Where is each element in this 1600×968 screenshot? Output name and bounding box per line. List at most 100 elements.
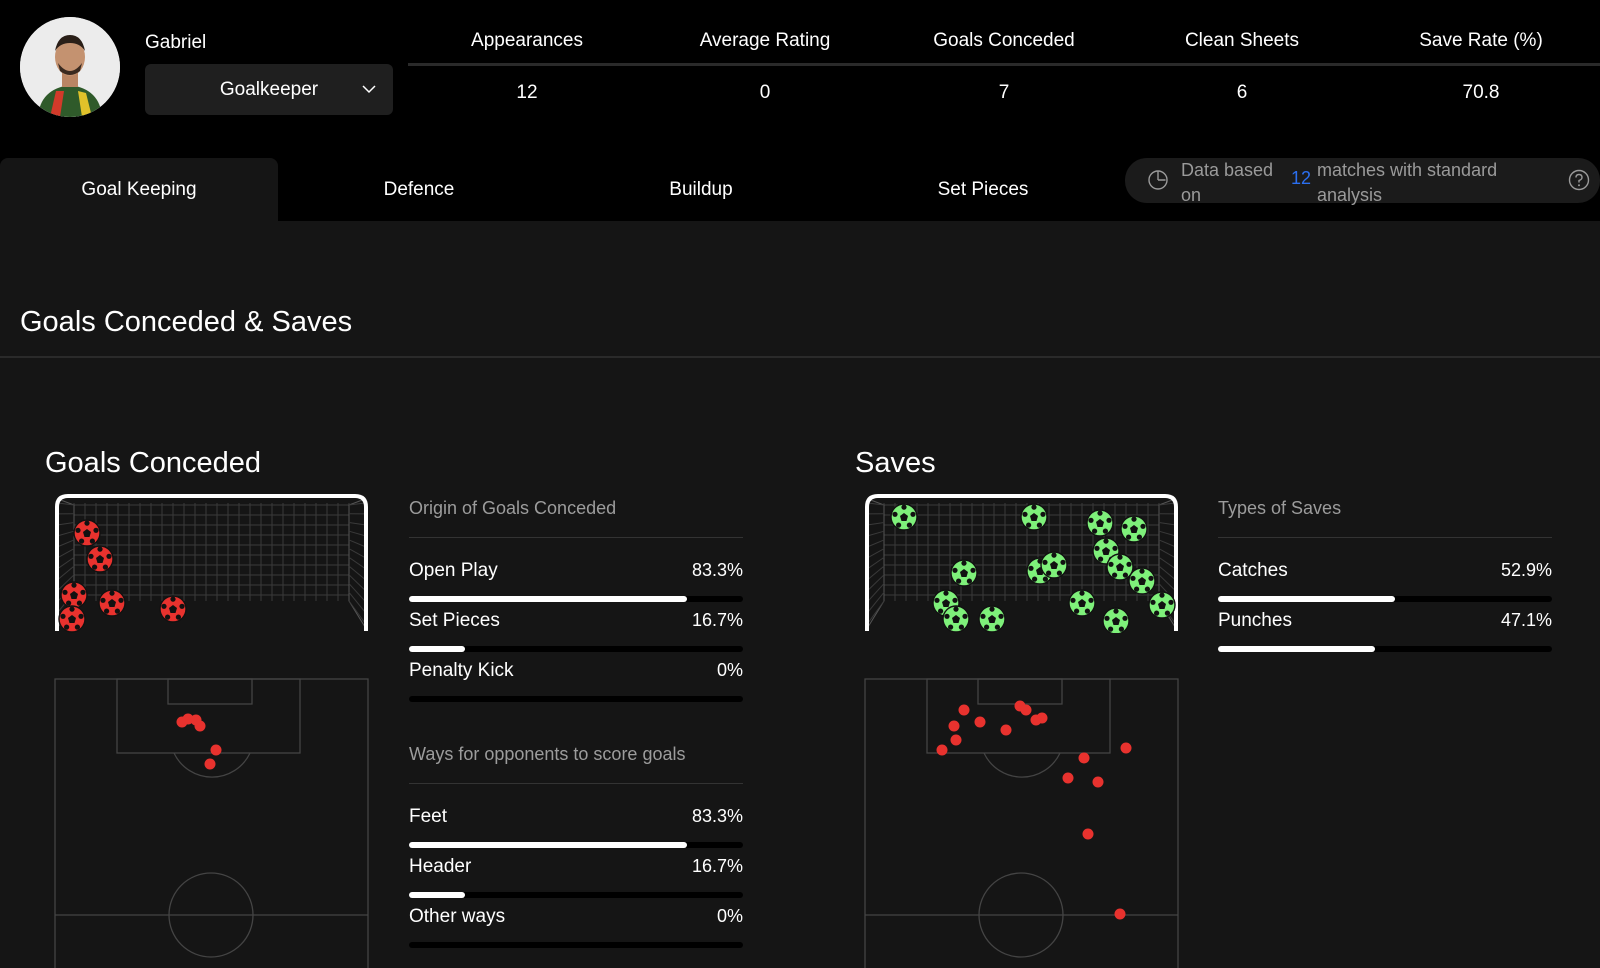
stat-save-rate: Save Rate (%) 70.8 xyxy=(1362,0,1600,130)
goal-net xyxy=(57,498,366,628)
tab-defence[interactable]: Defence xyxy=(278,158,560,221)
shot-dot xyxy=(958,704,970,716)
metric-row: Other ways 0% xyxy=(409,884,743,948)
saves-goal-map xyxy=(865,494,1178,633)
saves-shot-map xyxy=(864,678,1179,968)
saved-ball xyxy=(1128,567,1156,595)
info-text-before: Data based on xyxy=(1181,160,1274,205)
metric-value: 83.3% xyxy=(691,560,743,580)
saved-ball xyxy=(1040,551,1068,579)
six-yard-box xyxy=(167,678,253,705)
shot-dot xyxy=(1082,828,1094,840)
metric-track xyxy=(409,646,743,652)
goals-conceded-goal-map xyxy=(55,494,368,633)
stat-average-rating: Average Rating 0 xyxy=(646,0,884,130)
saved-ball xyxy=(1148,591,1176,619)
metric-value: 83.3% xyxy=(691,806,743,826)
shot-dot xyxy=(1000,724,1012,736)
saves-title: Saves xyxy=(855,447,936,479)
goal-frame xyxy=(865,494,1178,631)
player-header: Gabriel Goalkeeper Appearances 12 Averag… xyxy=(0,0,1600,155)
shot-dot xyxy=(1120,742,1132,754)
tab-label: Buildup xyxy=(669,178,733,200)
origin-heading: Origin of Goals Conceded xyxy=(409,491,743,538)
metric-value: 52.9% xyxy=(1500,560,1552,580)
metric-label: Feet xyxy=(409,806,448,827)
stat-label: Clean Sheets xyxy=(1184,30,1300,51)
shot-dot xyxy=(1030,714,1042,726)
metric-track xyxy=(1218,596,1552,602)
section-title: Goals Conceded & Saves xyxy=(20,306,353,338)
metric-value: 0% xyxy=(716,906,743,926)
tab-set-pieces[interactable]: Set Pieces xyxy=(842,158,1124,221)
metric-value: 47.1% xyxy=(1500,610,1552,630)
stat-value: 6 xyxy=(1236,82,1248,103)
goal-frame xyxy=(55,494,368,631)
metric-row: Penalty Kick 0% xyxy=(409,638,743,702)
shot-dot xyxy=(950,734,962,746)
metric-fill xyxy=(409,596,688,602)
metric-track xyxy=(409,596,743,602)
player-name: Gabriel xyxy=(145,32,207,53)
metric-value: 16.7% xyxy=(691,610,743,630)
info-matches-count: 12 xyxy=(1291,168,1312,188)
stat-value: 7 xyxy=(998,82,1010,103)
metric-label: Header xyxy=(409,856,472,877)
conceded-ball xyxy=(86,545,114,573)
metric-fill xyxy=(409,892,465,898)
conceded-ball xyxy=(73,519,101,547)
metric-label: Catches xyxy=(1218,560,1288,581)
clock-icon xyxy=(1148,170,1168,190)
metric-label: Set Pieces xyxy=(409,610,500,631)
metric-value: 16.7% xyxy=(691,856,743,876)
shot-dot xyxy=(1062,772,1074,784)
saved-ball xyxy=(1020,503,1048,531)
metric-fill xyxy=(1218,646,1376,652)
stat-value: 70.8 xyxy=(1462,82,1500,103)
tab-goal-keeping[interactable]: Goal Keeping xyxy=(0,158,278,221)
shot-dot xyxy=(1020,704,1032,716)
shot-dot xyxy=(194,720,206,732)
saved-ball xyxy=(942,605,970,633)
saved-ball xyxy=(978,605,1006,633)
player-avatar xyxy=(20,17,120,117)
tab-label: Defence xyxy=(383,178,455,200)
saved-ball xyxy=(1120,515,1148,543)
saved-ball xyxy=(1106,553,1134,581)
metric-row: Catches 52.9% xyxy=(1218,538,1552,602)
conceded-ball xyxy=(159,595,187,623)
penalty-arc xyxy=(983,752,1061,778)
origin-of-goals-block: Origin of Goals Conceded Open Play 83.3%… xyxy=(409,491,743,702)
conceded-ball xyxy=(58,605,86,633)
shot-dot xyxy=(204,758,216,770)
stat-goals-conceded: Goals Conceded 7 xyxy=(885,0,1123,130)
metric-label: Open Play xyxy=(409,560,498,581)
types-heading: Types of Saves xyxy=(1218,491,1552,538)
metric-label: Punches xyxy=(1218,610,1292,631)
stat-value: 0 xyxy=(759,82,771,103)
metric-track xyxy=(1218,646,1552,652)
metric-label: Other ways xyxy=(409,906,506,927)
shot-dot xyxy=(936,744,948,756)
tab-label: Goal Keeping xyxy=(81,178,197,200)
metric-row: Feet 83.3% xyxy=(409,784,743,848)
metric-row: Set Pieces 16.7% xyxy=(409,588,743,652)
types-of-saves-block: Types of Saves Catches 52.9% Punches 47.… xyxy=(1218,491,1552,652)
metric-track xyxy=(409,942,743,948)
position-dropdown[interactable]: Goalkeeper xyxy=(145,64,393,115)
chevron-down-icon xyxy=(362,85,376,94)
tab-buildup[interactable]: Buildup xyxy=(560,158,842,221)
shot-dot xyxy=(948,720,960,732)
penalty-box xyxy=(116,678,301,754)
help-icon[interactable] xyxy=(1568,169,1590,191)
metric-value: 0% xyxy=(716,660,743,680)
stat-appearances: Appearances 12 xyxy=(408,0,646,130)
shot-dot xyxy=(1114,908,1126,920)
ways-to-score-block: Ways for opponents to score goals Feet 8… xyxy=(409,737,743,948)
metric-track xyxy=(409,696,743,702)
shot-dot xyxy=(1092,776,1104,788)
shot-dot xyxy=(210,744,222,756)
saved-ball xyxy=(890,503,918,531)
stat-label: Appearances xyxy=(471,30,583,51)
tab-bar: Goal Keeping Defence Buildup Set Pieces … xyxy=(0,158,1600,221)
